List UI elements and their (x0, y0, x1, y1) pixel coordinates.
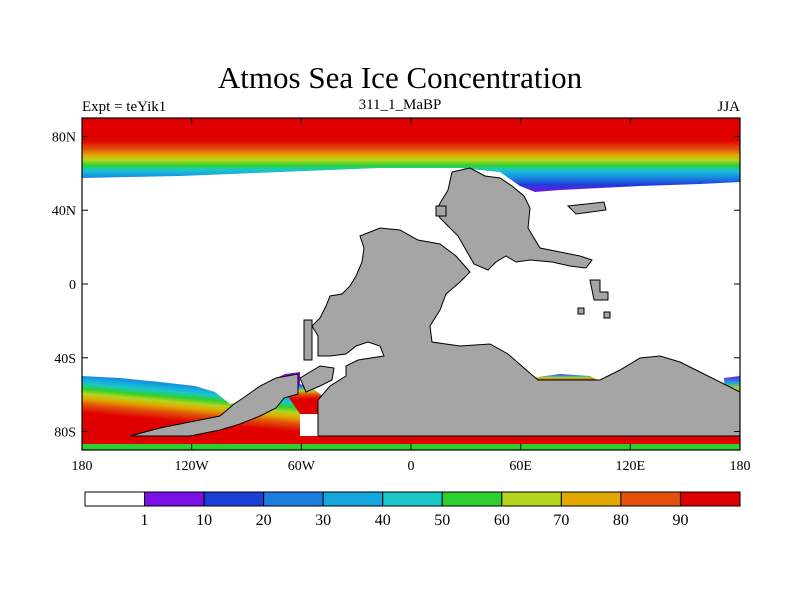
antarctic-sea-ice-pacific (82, 372, 300, 450)
colorbar-label: 40 (375, 512, 391, 529)
y-tick-label: 40N (52, 204, 76, 219)
map-axes: 180 120W 60W 0 60E 120E 180 80N 40N 0 40S 80S (52, 118, 751, 474)
colorbar-box (560, 491, 622, 507)
colorbar-label: 90 (672, 512, 688, 529)
colorbar-label: 20 (256, 512, 272, 529)
colorbar-label: 70 (553, 512, 569, 529)
y-tick-label: 0 (69, 278, 76, 293)
colorbar-box (501, 491, 562, 507)
colorbar-box (84, 491, 146, 507)
land-pangaea (129, 167, 740, 437)
colorbar-label: 10 (196, 512, 212, 529)
colorbar-label: 80 (613, 512, 629, 529)
land-island-1 (435, 205, 447, 217)
land-island-3 (589, 279, 609, 301)
map-field (82, 118, 740, 450)
arctic-sea-ice (82, 118, 740, 192)
colorbar-box (263, 491, 324, 507)
x-tick-label: 60E (509, 459, 532, 474)
plot-title: Atmos Sea Ice Concentration (217, 60, 583, 95)
colorbar-box (679, 491, 741, 507)
colorbar-label: 1 (141, 512, 149, 529)
x-tick-label: 180 (730, 459, 751, 474)
colorbar-box (203, 491, 265, 507)
land-island-4 (577, 307, 585, 315)
colorbar-label: 60 (494, 512, 510, 529)
colorbar-box (620, 491, 681, 507)
colorbar-box (441, 491, 503, 507)
colorbar: 1 10 20 30 40 50 60 70 80 90 (84, 491, 741, 529)
x-tick-label: 180 (72, 459, 93, 474)
x-tick-label: 0 (408, 459, 415, 474)
colorbar-box (322, 491, 384, 507)
season-label: JJA (717, 99, 740, 115)
colorbar-box (144, 491, 205, 507)
y-tick-label: 40S (54, 352, 76, 367)
land-island-6 (303, 319, 313, 361)
land-island-2 (566, 201, 607, 215)
experiment-label: Expt = teYik1 (82, 99, 167, 115)
x-tick-label: 120W (175, 459, 210, 474)
y-tick-label: 80N (52, 130, 76, 145)
x-tick-label: 120E (616, 459, 646, 474)
colorbar-label: 50 (434, 512, 450, 529)
y-tick-label: 80S (54, 426, 76, 441)
period-label: 311_1_MaBP (358, 97, 442, 113)
colorbar-label: 30 (315, 512, 331, 529)
x-tick-label: 60W (288, 459, 316, 474)
land-island-5 (603, 311, 611, 319)
colorbar-box (382, 491, 443, 507)
